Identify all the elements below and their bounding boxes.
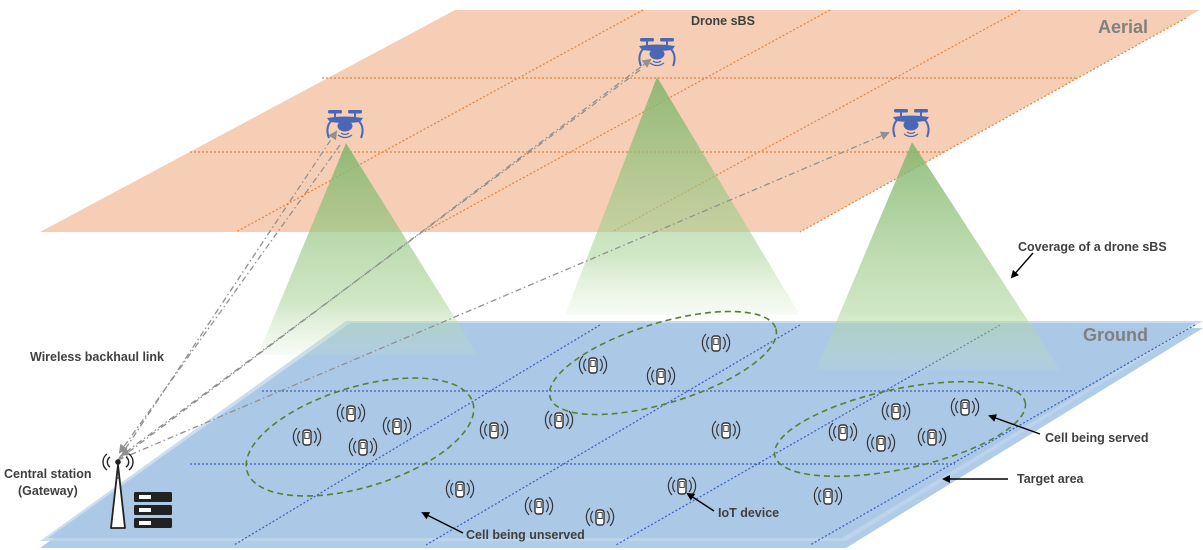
central-station [102, 453, 172, 529]
annotation-arrows [421, 252, 1041, 534]
served-label: Cell being served [1045, 431, 1149, 445]
drone-label: Drone sBS [691, 14, 755, 28]
unserved-label: Cell being unserved [466, 528, 585, 542]
cell-ellipses [245, 310, 1027, 497]
iot-label: IoT device [718, 506, 779, 520]
aerial-plane [40, 9, 1200, 233]
central-station-label: Central station [4, 467, 92, 481]
aerial-label: Aerial [1098, 17, 1148, 37]
cell-served-ellipse-right [773, 380, 1027, 478]
cell-served-ellipse-center [548, 310, 778, 416]
cell-unserved-ellipse [245, 377, 475, 497]
gateway-label: (Gateway) [18, 484, 78, 498]
server-rack-icon [134, 492, 172, 528]
coverage-label: Coverage of a drone sBS [1018, 240, 1167, 254]
target-label: Target area [1017, 472, 1085, 486]
coverage-cones [258, 77, 1060, 370]
antenna-tower-icon [102, 453, 134, 529]
backhaul-label: Wireless backhaul link [30, 350, 164, 364]
ground-plane [40, 321, 1203, 548]
ground-label: Ground [1083, 325, 1148, 345]
backhaul-links [117, 58, 890, 461]
